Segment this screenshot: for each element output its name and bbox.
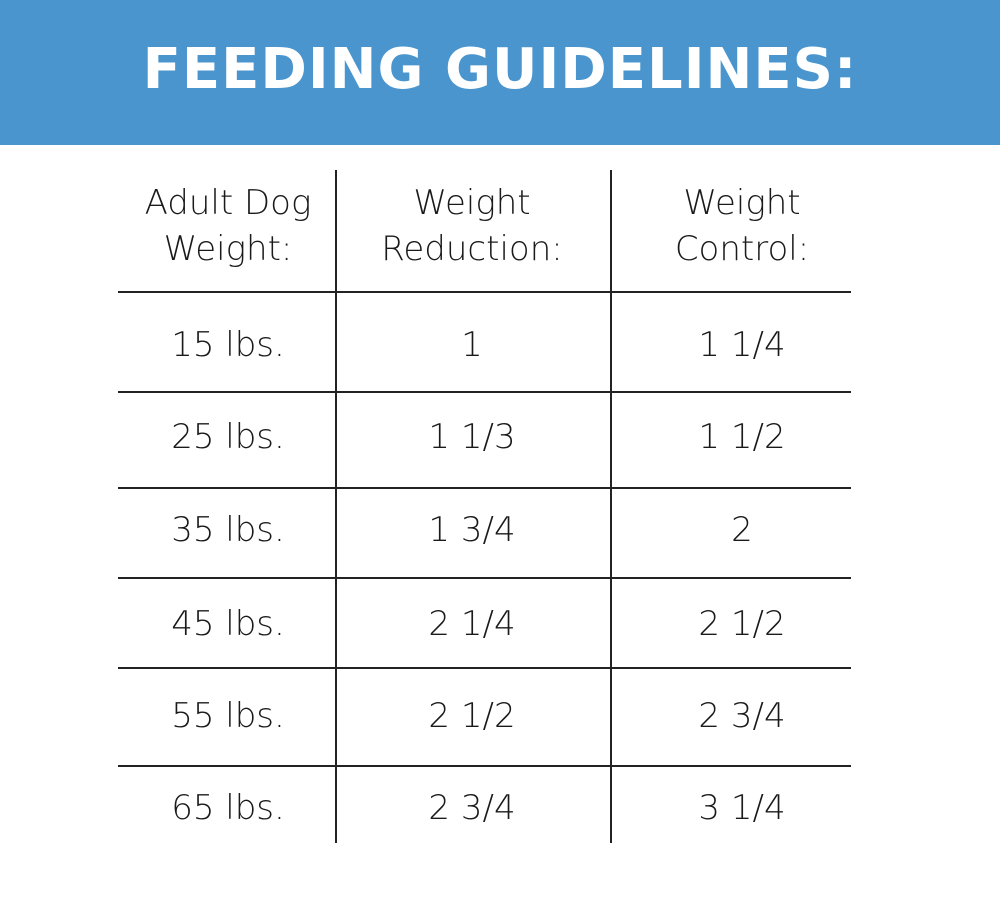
table-cell: 45 lbs. — [171, 604, 285, 644]
row-divider — [118, 487, 851, 489]
table-cell: 25 lbs. — [171, 417, 285, 457]
table-cell: 15 lbs. — [171, 325, 285, 365]
row-divider — [118, 765, 851, 767]
title-banner — [0, 0, 1000, 145]
row-divider — [118, 391, 851, 393]
row-divider — [118, 577, 851, 579]
table-cell: 2 1/2 — [698, 604, 786, 644]
table-cell: 35 lbs. — [171, 510, 285, 550]
table-cell: 65 lbs. — [171, 788, 285, 828]
column-header: Weight Control: — [674, 183, 810, 269]
table-cell: 1 1/2 — [698, 417, 786, 457]
table-cell: 1 1/3 — [428, 417, 516, 457]
table-cell: 2 1/2 — [428, 696, 516, 736]
table-cell: 1 3/4 — [428, 510, 516, 550]
table-cell: 2 3/4 — [698, 696, 786, 736]
column-header: Weight Reduction: — [381, 183, 563, 269]
column-divider — [610, 170, 612, 843]
title: FEEDING GUIDELINES: — [142, 37, 858, 102]
column-header: Adult Dog Weight: — [144, 183, 312, 269]
table-cell: 2 — [731, 510, 753, 550]
table-cell: 1 1/4 — [698, 325, 786, 365]
table-cell: 1 — [461, 325, 483, 365]
table-cell: 2 3/4 — [428, 788, 516, 828]
row-divider — [118, 667, 851, 669]
table-cell: 55 lbs. — [171, 696, 285, 736]
column-divider — [335, 170, 337, 843]
row-divider — [118, 291, 851, 293]
table-cell: 3 1/4 — [698, 788, 786, 828]
table-cell: 2 1/4 — [428, 604, 516, 644]
